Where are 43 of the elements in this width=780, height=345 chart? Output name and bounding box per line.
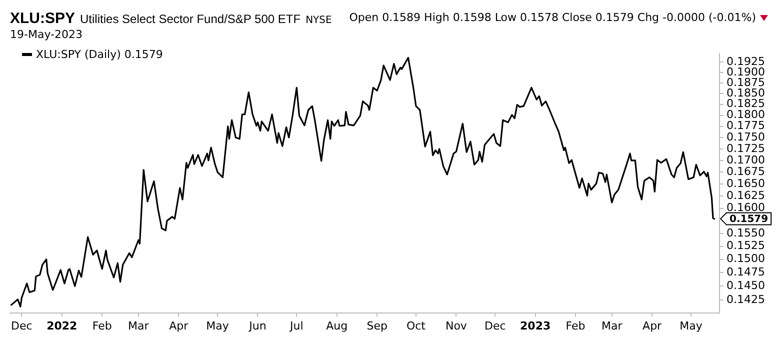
annotation: 0.1579 (730, 214, 768, 225)
y-tick-label: 0.1825 (726, 97, 766, 110)
y-tick-label: 0.1525 (726, 239, 766, 252)
x-tick-label: Jul (289, 319, 304, 332)
x-tick-label: Oct (406, 319, 426, 332)
x-tick-label: Apr (169, 319, 189, 332)
y-tick-label: 0.1450 (726, 279, 766, 292)
y-tick-label: 0.1750 (726, 130, 766, 144)
x-tick-label: Dec (484, 319, 506, 332)
x-tick-label: May (206, 319, 230, 332)
x-tick-label: Mar (601, 319, 623, 332)
x-tick-label: Dec (11, 319, 32, 332)
y-tick-label: 0.1800 (726, 108, 766, 122)
y-tick-label: 0.1650 (726, 176, 766, 190)
x-tick-label: Sep (366, 319, 388, 332)
y-tick-label: 0.1550 (726, 226, 766, 240)
x-tick-label: 2023 (520, 319, 551, 332)
x-tick-label: Aug (326, 319, 348, 332)
x-tick-label: Feb (92, 319, 112, 332)
x-tick-label: Nov (445, 319, 468, 332)
y-tick-label: 0.1500 (726, 252, 766, 266)
chart-title: XLU:SPY (10, 10, 76, 27)
x-tick-label: Mar (128, 319, 150, 332)
x-tick-label: Jun (248, 319, 266, 332)
text: 19-May-2023 (10, 28, 82, 41)
y-tick-label: 0.1425 (726, 292, 766, 306)
x-tick-label: Apr (642, 319, 662, 332)
y-tick-label: 0.1600 (726, 201, 766, 214)
text: Open 0.1589 High 0.1598 Low 0.1578 Close 0.1579 Chg -0.0000 (-0.01%) (349, 11, 756, 24)
x-tick-label: Feb (566, 319, 586, 332)
y-tick-label: 0.1700 (726, 153, 766, 166)
y-tick-label: 0.1775 (726, 119, 766, 132)
y-tick-label: 0.1850 (726, 86, 766, 100)
y-tick-label: 0.1675 (726, 165, 766, 178)
y-tick-label: 0.1725 (726, 142, 766, 155)
y-tick-label: 0.1475 (726, 266, 766, 279)
x-tick-label: May (680, 319, 703, 332)
legend-label: XLU:SPY (Daily) 0.1579 (36, 48, 163, 61)
y-tick-label: 0.1625 (726, 188, 766, 202)
y-tick-label: 0.1875 (726, 76, 766, 89)
chart-subtitle: Utilities Select Sector Fund/S&P 500 ETF (80, 12, 301, 26)
text: NYSE (306, 15, 332, 26)
x-tick-label: 2022 (46, 319, 78, 332)
